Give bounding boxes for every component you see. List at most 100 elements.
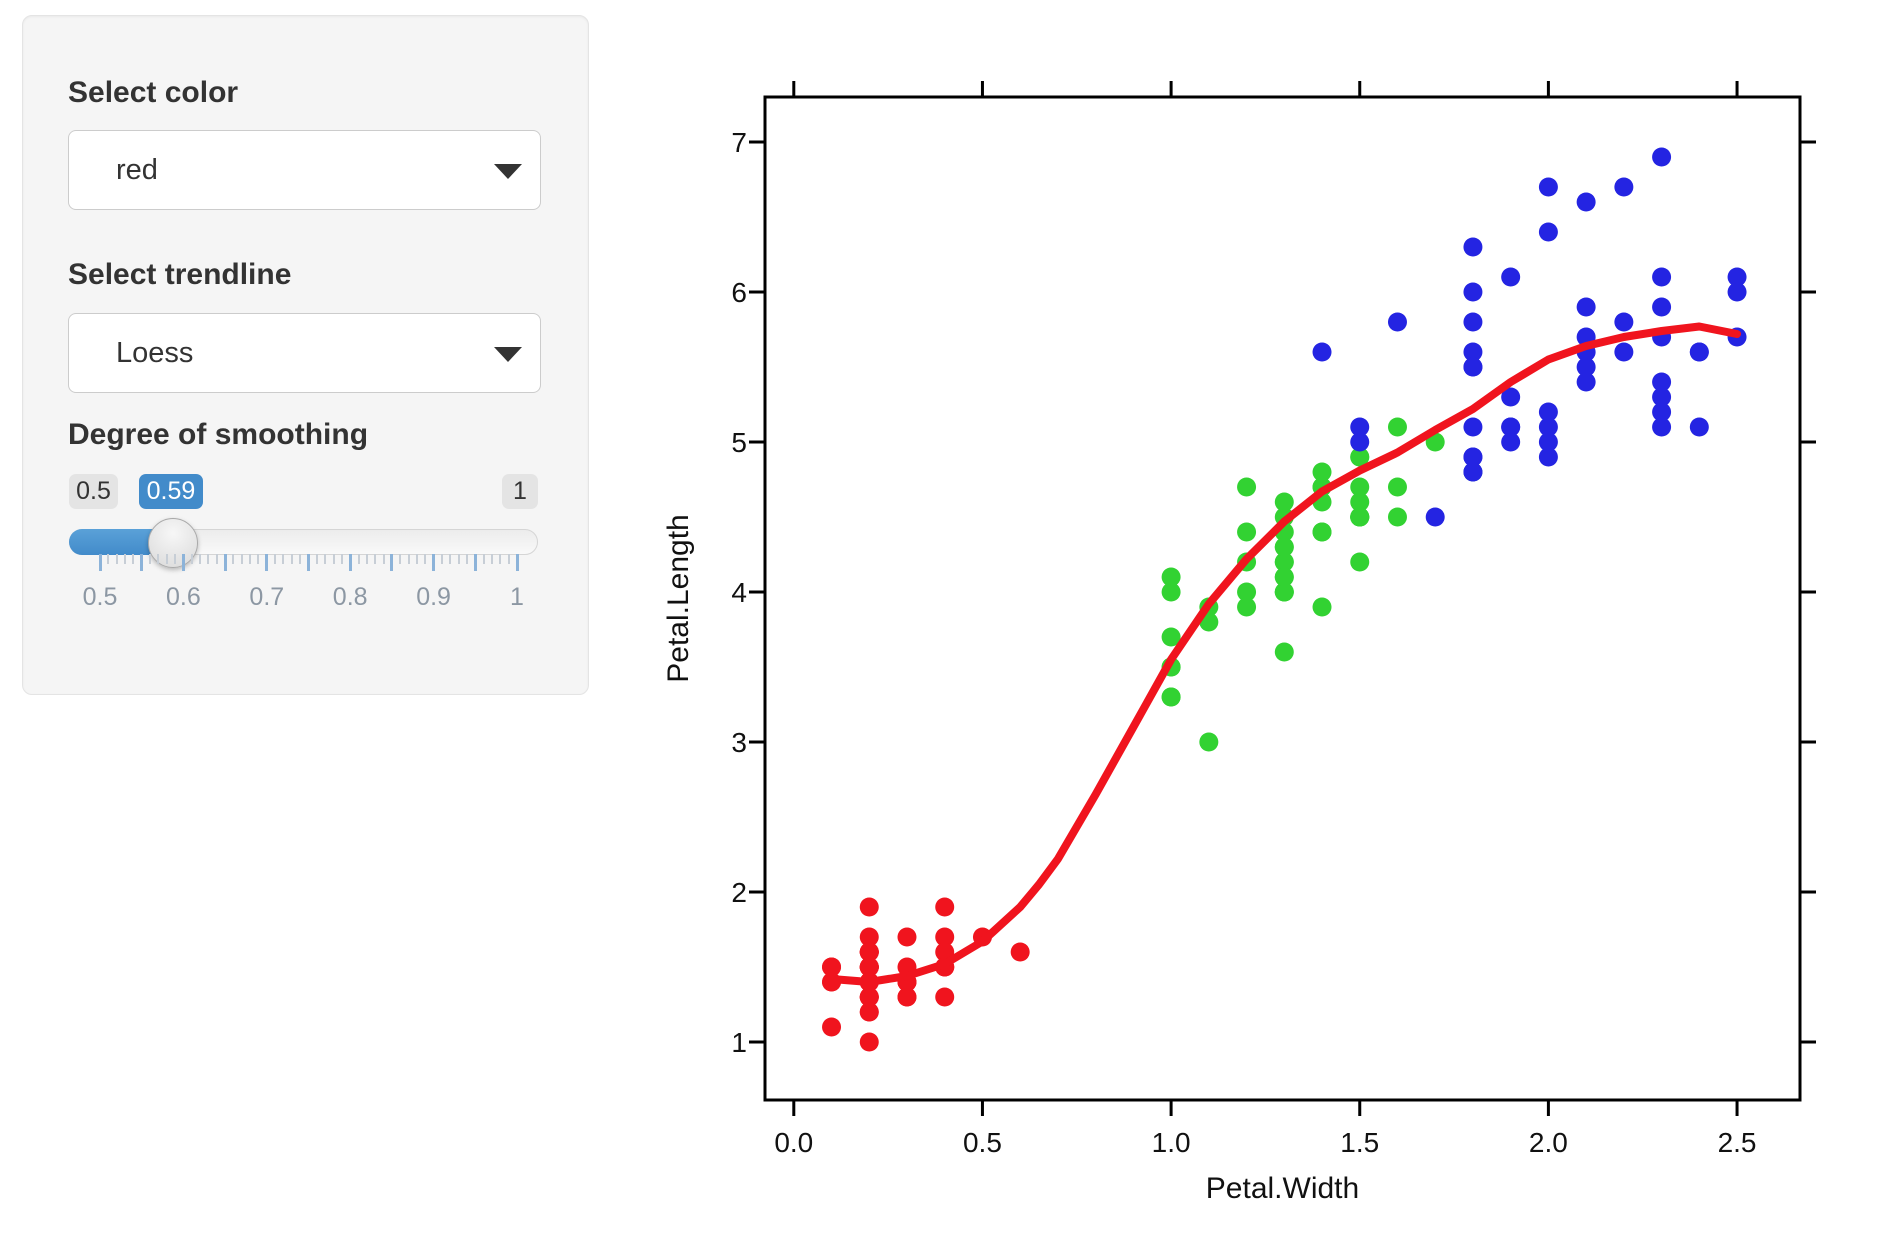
data-point-virginica: [1576, 372, 1596, 392]
slider-major-tick: [98, 554, 102, 571]
data-point-setosa: [935, 987, 955, 1007]
color-select[interactable]: red: [68, 130, 541, 210]
y-tick-label: 6: [731, 277, 747, 308]
slider-minor-tick: [415, 554, 418, 564]
data-point-virginica: [1576, 357, 1596, 377]
data-point-virginica: [1538, 447, 1558, 467]
chevron-down-icon: [494, 164, 522, 179]
slider-minor-tick: [465, 554, 468, 564]
data-point-versicolor: [1312, 462, 1332, 482]
data-point-virginica: [1652, 417, 1672, 437]
slider-minor-tick: [290, 554, 293, 564]
slider-major-tick: [181, 554, 185, 571]
slider-minor-tick: [232, 554, 235, 564]
data-point-virginica: [1652, 387, 1672, 407]
color-select-value: red: [116, 153, 158, 186]
data-point-versicolor: [1274, 567, 1294, 587]
data-point-virginica: [1463, 312, 1483, 332]
data-point-versicolor: [1387, 417, 1407, 437]
slider-value-badge: 0.59: [139, 474, 203, 509]
slider-minor-tick: [149, 554, 152, 564]
data-point-setosa: [935, 897, 955, 917]
slider-major-tick: [223, 554, 227, 571]
data-point-virginica: [1576, 192, 1596, 212]
data-point-versicolor: [1199, 732, 1219, 752]
slider-major-tick: [390, 554, 394, 571]
data-point-versicolor: [1387, 477, 1407, 497]
data-point-setosa: [897, 987, 917, 1007]
data-point-versicolor: [1237, 582, 1257, 602]
data-point-versicolor: [1312, 522, 1332, 542]
loess-trendline: [827, 322, 1741, 986]
data-point-versicolor: [1237, 597, 1257, 617]
data-point-versicolor: [1274, 642, 1294, 662]
y-tick-label: 5: [731, 427, 747, 458]
x-tick-label: 0.0: [774, 1127, 813, 1158]
data-point-virginica: [1350, 417, 1370, 437]
data-point-virginica: [1387, 312, 1407, 332]
slider-minor-tick: [399, 554, 402, 564]
slider-grid-label: 0.6: [166, 583, 201, 611]
data-point-setosa: [1010, 942, 1030, 962]
slider-minor-tick: [374, 554, 377, 564]
data-point-virginica: [1501, 417, 1521, 437]
data-point-virginica: [1652, 267, 1672, 287]
slider-minor-tick: [282, 554, 285, 564]
data-point-setosa: [822, 1017, 842, 1037]
data-point-versicolor: [1350, 477, 1370, 497]
trendline-select[interactable]: Loess: [68, 313, 541, 393]
data-point-versicolor: [1350, 507, 1370, 527]
slider-minor-tick: [249, 554, 252, 564]
slider-grid-label: 0.8: [332, 583, 368, 611]
data-point-virginica: [1463, 462, 1483, 482]
data-point-virginica: [1689, 417, 1709, 437]
slider-minor-tick: [115, 554, 118, 564]
slider-grid-label: 0.7: [249, 583, 285, 611]
data-point-virginica: [1538, 177, 1558, 197]
slider-minor-tick: [365, 554, 368, 564]
data-point-virginica: [1501, 267, 1521, 287]
x-tick-label: 1.0: [1152, 1127, 1191, 1158]
data-point-virginica: [1463, 447, 1483, 467]
data-point-versicolor: [1237, 477, 1257, 497]
y-tick-label: 1: [731, 1027, 747, 1058]
data-point-virginica: [1614, 312, 1634, 332]
slider-minor-tick: [457, 554, 460, 564]
x-tick-label: 1.5: [1340, 1127, 1379, 1158]
data-point-virginica: [1350, 432, 1370, 452]
slider-minor-tick: [174, 554, 177, 564]
series-versicolor: [1161, 417, 1483, 752]
data-point-setosa: [859, 942, 879, 962]
data-point-versicolor: [1387, 507, 1407, 527]
data-point-virginica: [1463, 282, 1483, 302]
data-point-setosa: [859, 1002, 879, 1022]
slider-minor-tick: [507, 554, 510, 564]
slider-minor-tick: [332, 554, 335, 564]
data-point-versicolor: [1161, 687, 1181, 707]
slider-min-badge: 0.5: [69, 474, 118, 509]
slider-minor-tick: [357, 554, 360, 564]
slider-major-tick: [140, 554, 144, 571]
slider-minor-tick: [190, 554, 193, 564]
data-point-virginica: [1652, 372, 1672, 392]
slider-major-tick: [473, 554, 477, 571]
slider-minor-tick: [132, 554, 135, 564]
x-tick-label: 2.5: [1718, 1127, 1757, 1158]
slider-minor-tick: [274, 554, 277, 564]
data-point-setosa: [897, 927, 917, 947]
slider-minor-tick: [324, 554, 327, 564]
data-point-virginica: [1463, 417, 1483, 437]
slider-minor-tick: [499, 554, 502, 564]
slider-minor-tick: [257, 554, 260, 564]
data-point-versicolor: [1350, 552, 1370, 572]
data-point-virginica: [1538, 222, 1558, 242]
data-point-setosa: [859, 987, 879, 1007]
slider-minor-tick: [207, 554, 210, 564]
data-point-virginica: [1425, 507, 1445, 527]
slider-handle[interactable]: [148, 518, 198, 568]
slider-minor-tick: [124, 554, 127, 564]
slider-minor-tick: [215, 554, 218, 564]
data-point-virginica: [1463, 237, 1483, 257]
data-point-virginica: [1689, 342, 1709, 362]
data-point-virginica: [1312, 342, 1332, 362]
